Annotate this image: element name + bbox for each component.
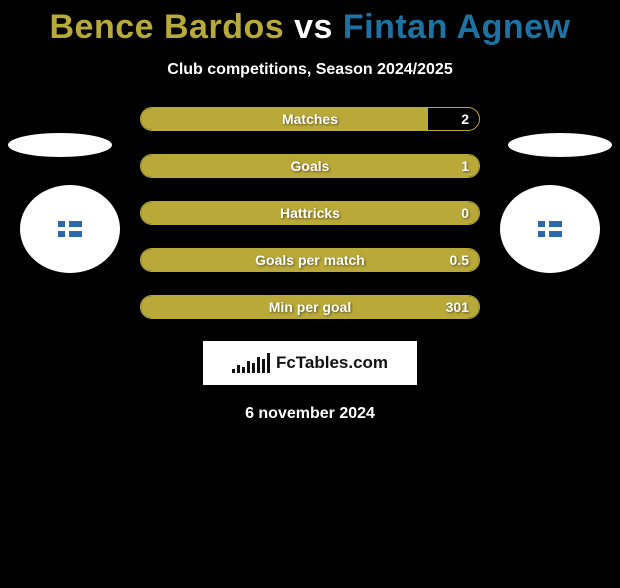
stat-value-right: 0 [461, 205, 469, 221]
stat-value-right: 2 [461, 111, 469, 127]
page-title: Bence Bardos vs Fintan Agnew [0, 8, 620, 47]
decorative-ellipse-right [508, 133, 612, 157]
stat-label: Min per goal [269, 299, 351, 315]
stat-label: Goals [291, 158, 330, 174]
stat-value-right: 301 [446, 299, 469, 315]
brand-bar [242, 367, 245, 373]
stat-value-right: 0.5 [450, 252, 469, 268]
flag-icon [538, 221, 562, 237]
vs-text: vs [294, 8, 333, 46]
brand-bar [237, 365, 240, 373]
player1-name: Bence Bardos [50, 8, 285, 46]
stat-row: Hattricks 0 [140, 201, 480, 225]
player1-badge [20, 185, 120, 273]
player2-badge [500, 185, 600, 273]
stat-label: Hattricks [280, 205, 340, 221]
stat-value-right: 1 [461, 158, 469, 174]
date-text: 6 november 2024 [0, 405, 620, 423]
brand-bar [232, 369, 235, 373]
brand-text: FcTables.com [276, 353, 388, 373]
stat-row: Min per goal 301 [140, 295, 480, 319]
brand-bar [252, 363, 255, 373]
subtitle: Club competitions, Season 2024/2025 [0, 61, 620, 79]
stat-row: Goals 1 [140, 154, 480, 178]
brand-box: FcTables.com [203, 341, 417, 385]
brand-chart-icon [232, 353, 270, 373]
stat-label: Goals per match [255, 252, 365, 268]
decorative-ellipse-left [8, 133, 112, 157]
stat-row: Goals per match 0.5 [140, 248, 480, 272]
player2-name: Fintan Agnew [343, 8, 571, 46]
stat-row: Matches 2 [140, 107, 480, 131]
brand-bar [267, 353, 270, 373]
brand-bar [262, 359, 265, 373]
stat-label: Matches [282, 111, 338, 127]
brand-bar [257, 357, 260, 373]
brand-bar [247, 361, 250, 373]
flag-icon [58, 221, 82, 237]
